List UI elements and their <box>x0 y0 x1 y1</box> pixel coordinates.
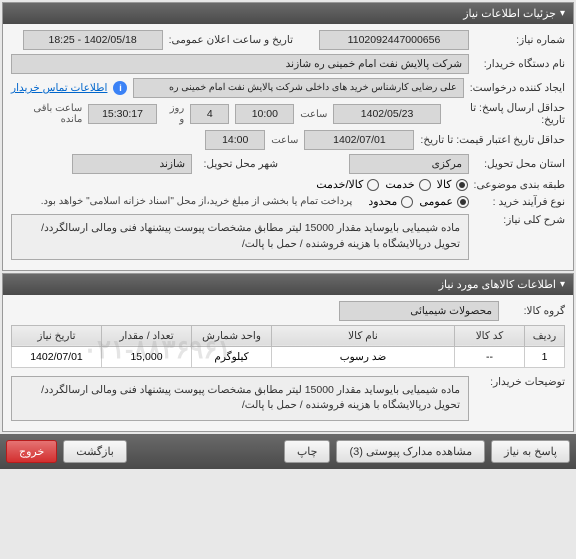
col-name: نام کالا <box>272 325 455 346</box>
validity-time-label: ساعت <box>271 135 298 146</box>
creator-value: علی رضایی کارشناس خرید های داخلی شرکت پا… <box>133 78 463 98</box>
col-code: کد کالا <box>455 325 525 346</box>
payment-note: پرداخت تمام یا بخشی از مبلغ خرید،از محل … <box>41 196 353 207</box>
col-row: ردیف <box>525 325 565 346</box>
chevron-down-icon: ▾ <box>560 279 565 290</box>
buyer-name-label: نام دستگاه خریدار: <box>475 58 565 70</box>
cell-date: 1402/07/01 <box>12 346 102 367</box>
need-info-title: جزئیات اطلاعات نیاز <box>463 7 556 20</box>
footer-bar: پاسخ به نیاز مشاهده مدارک پیوستی (3) چاپ… <box>0 434 576 469</box>
days-remaining: 4 <box>190 104 229 124</box>
buyer-notes-text: ماده شیمیایی بایوساید مقدار 15000 لیتر م… <box>11 376 469 422</box>
goods-table: ردیف کد کالا نام کالا واحد شمارش تعداد /… <box>11 325 565 368</box>
radio-service[interactable]: خدمت <box>385 178 430 191</box>
need-info-body: شماره نیاز: 1102092447000656 تاریخ و ساع… <box>3 24 573 270</box>
city-value: شازند <box>72 154 192 174</box>
cell-name: ضد رسوب <box>272 346 455 367</box>
city-label: شهر محل تحویل: <box>198 158 278 170</box>
chevron-down-icon: ▾ <box>560 8 565 19</box>
print-button[interactable]: چاپ <box>284 440 331 463</box>
desc-label: شرح کلی نیاز: <box>475 214 565 226</box>
back-button[interactable]: بازگشت <box>63 440 127 463</box>
exit-button[interactable]: خروج <box>6 440 57 463</box>
cell-idx: 1 <box>525 346 565 367</box>
goods-title: اطلاعات کالاهای مورد نیاز <box>439 278 556 291</box>
need-info-panel: ▾ جزئیات اطلاعات نیاز شماره نیاز: 110209… <box>2 2 574 271</box>
cell-unit: کیلوگرم <box>192 346 272 367</box>
desc-text: ماده شیمیایی بایوساید مقدار 15000 لیتر م… <box>11 214 469 260</box>
goods-panel: ▾ اطلاعات کالاهای مورد نیاز گروه کالا: م… <box>2 273 574 433</box>
deadline-time-label: ساعت <box>300 109 327 120</box>
table-header-row: ردیف کد کالا نام کالا واحد شمارش تعداد /… <box>12 325 565 346</box>
info-icon: i <box>113 81 127 95</box>
attachments-button[interactable]: مشاهده مدارک پیوستی (3) <box>336 440 485 463</box>
validity-time: 14:00 <box>205 130 265 150</box>
col-date: تاریخ نیاز <box>12 325 102 346</box>
need-number-value: 1102092447000656 <box>319 30 469 50</box>
cell-code: -- <box>455 346 525 367</box>
deadline-date: 1402/05/23 <box>333 104 440 124</box>
radio-both[interactable]: کالا/خدمت <box>316 178 379 191</box>
reply-button[interactable]: پاسخ به نیاز <box>491 440 570 463</box>
deadline-time: 10:00 <box>235 104 294 124</box>
announce-date-label: تاریخ و ساعت اعلان عمومی: <box>169 34 293 46</box>
validity-date: 1402/07/01 <box>304 130 414 150</box>
contact-link[interactable]: اطلاعات تماس خریدار <box>11 82 107 94</box>
creator-label: ایجاد کننده درخواست: <box>470 82 565 94</box>
goods-body: گروه کالا: محصولات شیمیائی ۰۲۱-۸۸۳۶۹۶۱ ر… <box>3 295 573 432</box>
buyer-name-value: شرکت پالایش نفت امام خمینی ره شازند <box>11 54 469 74</box>
buyer-notes-label: توضیحات خریدار: <box>475 376 565 388</box>
col-unit: واحد شمارش <box>192 325 272 346</box>
cell-qty: 15,000 <box>102 346 192 367</box>
col-qty: تعداد / مقدار <box>102 325 192 346</box>
goods-group-value: محصولات شیمیائی <box>339 301 499 321</box>
need-number-label: شماره نیاز: <box>475 34 565 46</box>
day-label: روز و <box>163 103 184 125</box>
radio-public[interactable]: عمومی <box>419 195 469 208</box>
buy-type-label: نوع فرآیند خرید : <box>475 196 565 208</box>
remain-label: ساعت باقی مانده <box>11 103 82 125</box>
radio-limited[interactable]: محدود <box>368 195 413 208</box>
group-label: طبقه بندی موضوعی: <box>474 179 565 191</box>
goods-group-label: گروه کالا: <box>505 305 565 317</box>
province-label: استان محل تحویل: <box>475 158 565 170</box>
validity-label: حداقل تاریخ اعتبار قیمت: تا تاریخ: <box>420 134 565 146</box>
time-remaining: 15:30:17 <box>88 104 156 124</box>
need-info-header: ▾ جزئیات اطلاعات نیاز <box>3 3 573 24</box>
province-value: مرکزی <box>349 154 469 174</box>
goods-header: ▾ اطلاعات کالاهای مورد نیاز <box>3 274 573 295</box>
table-row[interactable]: 1 -- ضد رسوب کیلوگرم 15,000 1402/07/01 <box>12 346 565 367</box>
deadline-label: حداقل ارسال پاسخ: تا تاریخ: <box>447 102 565 126</box>
announce-date-value: 1402/05/18 - 18:25 <box>23 30 163 50</box>
radio-goods[interactable]: کالا <box>437 178 468 191</box>
